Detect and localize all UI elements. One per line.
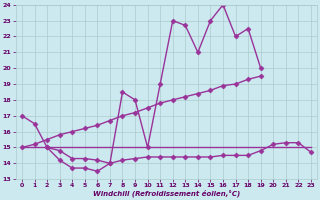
X-axis label: Windchill (Refroidissement éolien,°C): Windchill (Refroidissement éolien,°C): [93, 190, 240, 197]
